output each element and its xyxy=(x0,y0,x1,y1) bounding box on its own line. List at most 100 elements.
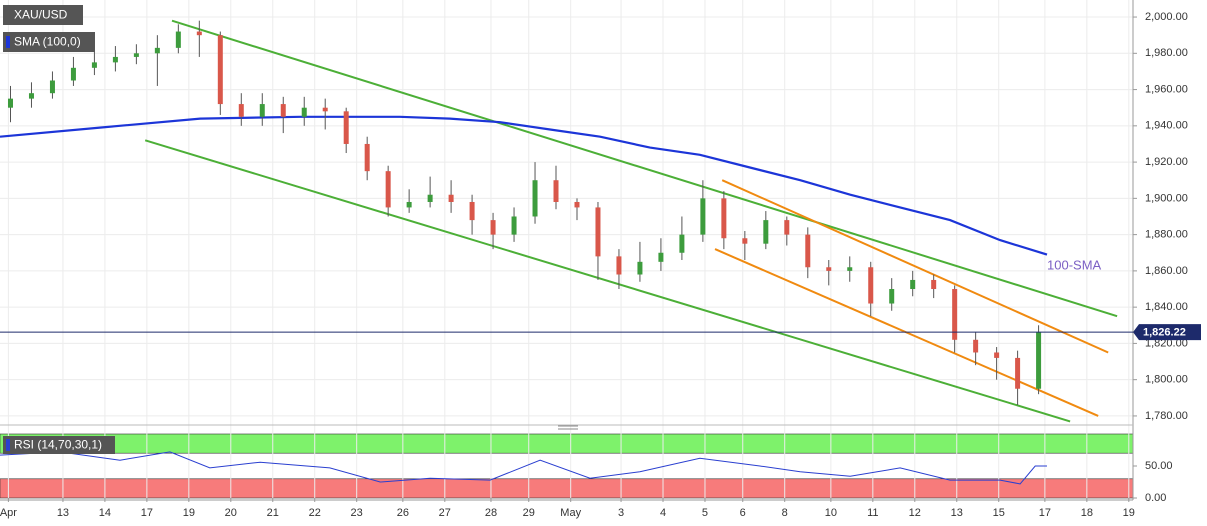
y-tick-label: 1,840.00 xyxy=(1145,301,1188,313)
candle-body xyxy=(658,252,664,262)
candle-body xyxy=(1036,332,1042,389)
candle-body xyxy=(637,261,643,275)
candle-body xyxy=(973,339,979,353)
x-tick-label: 13 xyxy=(951,507,963,519)
x-tick-label: 3 xyxy=(618,507,624,519)
candle-body xyxy=(385,171,391,208)
candle-body xyxy=(742,238,748,244)
legend-box xyxy=(3,32,95,52)
x-tick-label: 21 xyxy=(267,507,279,519)
candle-body xyxy=(511,216,517,235)
trendline xyxy=(721,179,1109,354)
y-tick-label: 2,000.00 xyxy=(1145,11,1188,23)
candle-body xyxy=(343,111,349,144)
candle-body xyxy=(679,234,685,253)
y-tick-label: 1,780.00 xyxy=(1145,410,1188,422)
candle-body xyxy=(49,80,55,94)
candle-body xyxy=(154,47,160,54)
candle-body xyxy=(826,267,832,271)
y-tick-label: 1,920.00 xyxy=(1145,156,1188,168)
y-tick-label: 1,940.00 xyxy=(1145,120,1188,132)
x-tick-label: 6 xyxy=(740,507,746,519)
candle-body xyxy=(700,198,706,235)
candle-body xyxy=(322,107,328,112)
candle-body xyxy=(532,180,538,217)
annotation: 100-SMA xyxy=(1047,257,1102,272)
x-tick-label: 22 xyxy=(309,507,321,519)
candle-body xyxy=(364,143,370,172)
candle-body xyxy=(238,104,244,117)
candle-body xyxy=(112,56,118,63)
x-tick-label: 27 xyxy=(439,507,451,519)
candle-body xyxy=(553,180,559,202)
legend-box xyxy=(3,436,115,454)
y-tick-label: 1,820.00 xyxy=(1145,337,1188,349)
x-tick-label: 12 xyxy=(909,507,921,519)
oversold-band xyxy=(0,478,1134,499)
candle-body xyxy=(574,201,580,208)
y-tick-label: 1,880.00 xyxy=(1145,229,1188,241)
x-tick-label: 15 xyxy=(993,507,1005,519)
candle-body xyxy=(70,67,76,81)
x-tick-label: 20 xyxy=(225,507,237,519)
candle-body xyxy=(301,107,307,117)
y-tick-label: 1,860.00 xyxy=(1145,265,1188,277)
legend-swatch xyxy=(6,439,10,451)
x-tick-label: 19 xyxy=(183,507,195,519)
x-tick-label: 18 xyxy=(1081,507,1093,519)
x-tick-label: 26 xyxy=(397,507,409,519)
x-tick-label: Apr xyxy=(0,507,17,519)
x-tick-label: 10 xyxy=(825,507,837,519)
legend-title: XAU/USD xyxy=(14,8,68,22)
plot xyxy=(0,19,1118,485)
legend-label: SMA (100,0) xyxy=(14,35,81,49)
candle-body xyxy=(595,207,601,257)
y-tick-label: 1,960.00 xyxy=(1145,83,1188,95)
rsi-tick-label: 0.00 xyxy=(1145,492,1166,504)
candle-body xyxy=(175,31,181,48)
trendline xyxy=(144,139,1071,423)
trendline xyxy=(171,19,1118,318)
candle-body xyxy=(994,352,1000,358)
candle-body xyxy=(427,194,433,202)
x-tick-label: 23 xyxy=(351,507,363,519)
x-tick-label: 19 xyxy=(1123,507,1135,519)
legend-label: RSI (14,70,30,1) xyxy=(14,438,102,452)
candle-body xyxy=(931,279,937,290)
candle-body xyxy=(217,35,223,105)
x-tick-label: 17 xyxy=(1039,507,1051,519)
candle-body xyxy=(784,220,790,235)
rsi-tick-label: 50.00 xyxy=(1145,460,1173,472)
x-tick-label: 14 xyxy=(99,507,111,519)
candle-body xyxy=(805,234,811,268)
candle-body xyxy=(868,267,874,304)
legend-box xyxy=(3,5,83,25)
x-tick-label: 4 xyxy=(660,507,666,519)
x-tick-label: May xyxy=(560,507,581,519)
x-tick-label: 13 xyxy=(57,507,69,519)
candle-body xyxy=(763,220,769,244)
candle-body xyxy=(406,201,412,208)
candle-body xyxy=(490,220,496,235)
candle-body xyxy=(889,289,895,304)
current-price-tag xyxy=(1133,324,1201,341)
candle-body xyxy=(847,267,853,271)
candle-body xyxy=(196,31,202,36)
overbought-band xyxy=(0,433,1134,454)
legend: XAU/USD SMA (100,0) RSI (14,70,30,1) xyxy=(3,5,115,454)
grid xyxy=(0,0,1134,499)
candle-body xyxy=(28,93,34,99)
candle-body xyxy=(952,289,958,340)
candle-body xyxy=(259,104,265,117)
rsi-line xyxy=(0,451,1047,485)
candle-body xyxy=(721,198,727,239)
candle-body xyxy=(616,256,622,275)
x-tick-label: 17 xyxy=(141,507,153,519)
y-tick-label: 1,980.00 xyxy=(1145,47,1188,59)
candle-body xyxy=(280,104,286,117)
x-tick-label: 28 xyxy=(485,507,497,519)
candle-body xyxy=(7,98,13,108)
candle-body xyxy=(91,62,97,68)
candle-body xyxy=(1015,357,1021,389)
